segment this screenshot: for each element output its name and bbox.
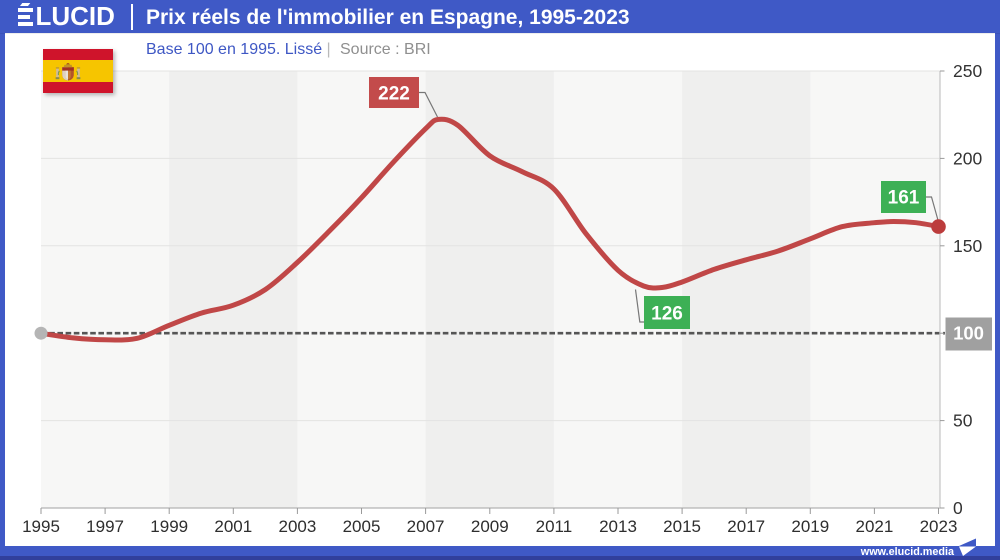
svg-text:100: 100 (953, 323, 984, 344)
svg-text:2017: 2017 (727, 517, 765, 536)
svg-text:2005: 2005 (343, 517, 381, 536)
svg-text:2021: 2021 (855, 517, 893, 536)
svg-text:250: 250 (953, 61, 982, 81)
svg-text:2007: 2007 (407, 517, 445, 536)
svg-text:126: 126 (651, 304, 683, 325)
svg-text:2019: 2019 (791, 517, 829, 536)
svg-text:2011: 2011 (536, 517, 573, 536)
svg-text:2023: 2023 (920, 517, 958, 536)
svg-text:161: 161 (888, 188, 920, 209)
svg-text:0: 0 (953, 498, 963, 518)
svg-text:1999: 1999 (150, 517, 188, 536)
svg-text:150: 150 (953, 236, 982, 256)
svg-text:2001: 2001 (214, 517, 252, 536)
svg-text:200: 200 (953, 148, 982, 168)
svg-text:2003: 2003 (278, 517, 316, 536)
svg-text:50: 50 (953, 411, 973, 431)
svg-text:2013: 2013 (599, 517, 637, 536)
svg-text:1997: 1997 (86, 517, 124, 536)
svg-text:222: 222 (378, 84, 410, 105)
svg-text:1995: 1995 (22, 517, 60, 536)
svg-text:2009: 2009 (471, 517, 509, 536)
svg-text:2015: 2015 (663, 517, 701, 536)
